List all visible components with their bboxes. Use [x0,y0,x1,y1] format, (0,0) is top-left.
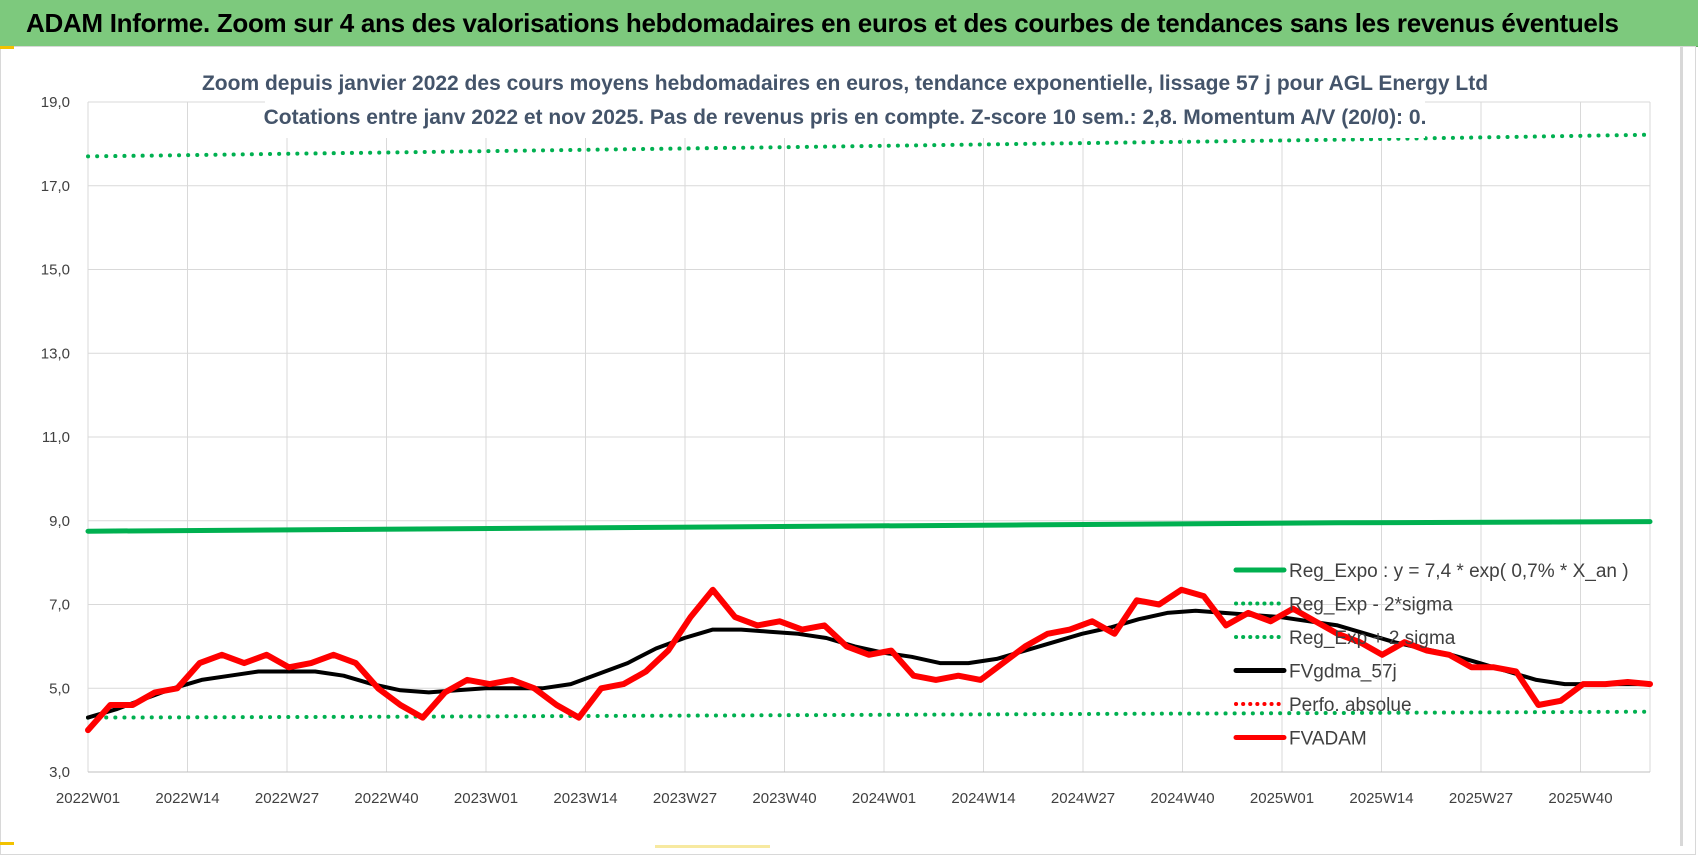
series-line-2 [86,132,1652,159]
series-line-1 [86,709,1652,720]
legend-label: Reg_Expo : y = 7,4 * exp( 0,7% * X_an ) [1289,561,1629,582]
y-tick-label: 7,0 [49,597,70,614]
series-lines [85,132,1653,734]
x-tick-label: 2023W14 [553,790,617,807]
x-tick-label: 2023W40 [752,790,816,807]
chart-subtitle: Cotations entre janv 2022 et nov 2025. P… [264,106,1427,129]
x-tick-label: 2024W27 [1051,790,1115,807]
y-tick-label: 9,0 [49,513,70,530]
x-tick-label: 2023W27 [653,790,717,807]
title-banner: ADAM Informe. Zoom sur 4 ans des valoris… [0,0,1698,47]
series-line-5 [85,586,1653,734]
x-tick-label: 2024W01 [852,790,916,807]
title-background [265,64,1425,138]
legend-label: FVgdma_57j [1289,662,1397,683]
x-tick-label: 2025W40 [1548,790,1612,807]
x-tick-label: 2024W14 [951,790,1015,807]
chart-title: Zoom depuis janvier 2022 des cours moyen… [202,72,1488,95]
x-tick-label: 2025W01 [1250,790,1314,807]
series-line-0 [85,519,1653,534]
legend-label: FVADAM [1289,729,1367,750]
legend-label: Reg_Exp + 2 sigma [1289,628,1456,649]
axis-ticks: 3,0 5,0 7,0 9,0 11,0 13,0 15,0 17,0 19,0 2022W01 2… [41,94,1613,807]
x-tick-label: 2023W01 [454,790,518,807]
y-tick-label: 15,0 [41,262,70,279]
corner-marker [0,842,14,845]
corner-marker [0,46,14,49]
y-tick-label: 13,0 [41,345,70,362]
x-tick-label: 2022W01 [56,790,120,807]
y-tick-label: 3,0 [49,764,70,781]
bottom-accent [655,845,770,848]
x-tick-label: 2022W27 [255,790,319,807]
legend-label: Perfo. absolue [1289,695,1412,716]
x-tick-label: 2025W14 [1349,790,1413,807]
chart-frame [0,46,1696,855]
y-tick-label: 17,0 [41,178,70,195]
series-line-3 [86,608,1652,720]
x-tick-label: 2022W40 [354,790,418,807]
y-tick-label: 5,0 [49,680,70,697]
y-tick-label: 19,0 [41,94,70,111]
x-tick-label: 2024W40 [1150,790,1214,807]
x-tick-label: 2025W27 [1449,790,1513,807]
legend-label: Reg_Exp - 2*sigma [1289,595,1453,616]
legend: Reg_Expo : y = 7,4 * exp( 0,7% * X_an ) R… [1233,561,1629,750]
report-title: ADAM Informe. Zoom sur 4 ans des valoris… [26,8,1619,38]
x-tick-label: 2022W14 [155,790,219,807]
right-edge [1680,46,1683,846]
y-tick-label: 11,0 [42,429,70,446]
